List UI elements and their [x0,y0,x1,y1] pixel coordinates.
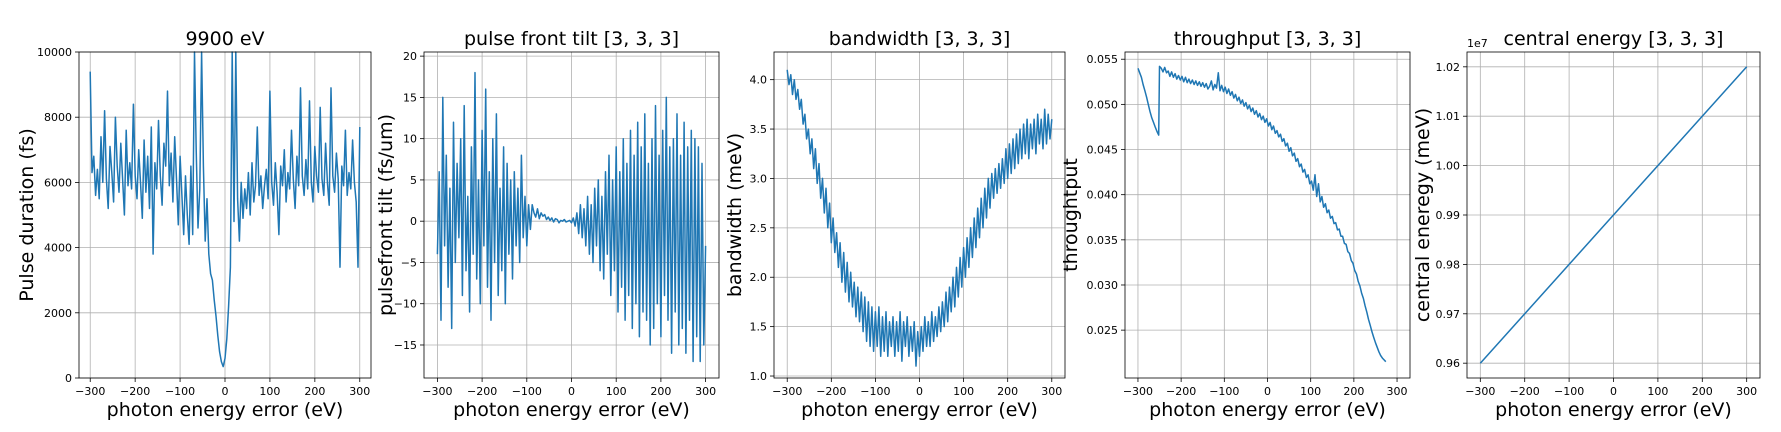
y-tick-label: 3.5 [750,123,768,136]
x-tick-label: 300 [349,385,370,398]
x-axis-label: photon energy error (eV) [801,399,1038,421]
y-tick-label: 5 [410,174,417,187]
x-tick-label: −100 [860,385,890,398]
y-axis-label: throughtput [1060,158,1082,272]
y-axis-label: bandwidth (meV) [724,133,746,297]
y-tick-label: 1.02 [1436,61,1461,74]
y-tick-label: −15 [394,339,417,352]
x-tick-label: 200 [650,385,671,398]
chart-panel-5: −300 −200 −100 0 100 200 300 0.96 0.97 0.98 0.99 1.… [1412,28,1761,421]
x-tick-label: 0 [1264,385,1271,398]
x-tick-label: 300 [1736,385,1757,398]
x-tick-label: −200 [816,385,846,398]
x-tick-label: −200 [120,385,150,398]
y-tick-label: −10 [394,298,417,311]
y-axis-label: central eneregy (meV) [1412,108,1434,322]
y-tick-label: 0.025 [1087,324,1119,337]
chart-panel-2: −300 −200 −100 0 100 200 300 −15 −10 −5 0 5 10 15 20 pu… [375,28,720,421]
y-tick-label: 0.045 [1087,144,1119,157]
x-tick-label: 100 [606,385,627,398]
x-tick-label: 100 [953,385,974,398]
x-tick-label: 200 [1692,385,1713,398]
y-tick-label: 15 [403,91,417,104]
y-tick-label: 0.055 [1087,53,1119,66]
x-axis-label: photon energy error (eV) [107,399,344,421]
series-line [1137,65,1387,363]
y-tick-label: 0 [65,372,72,385]
y-tick-label: 0.98 [1436,258,1461,271]
x-tick-label: −100 [1554,385,1584,398]
y-tick-label: 2.5 [750,222,768,235]
x-tick-label: −200 [467,385,497,398]
y-tick-label: 8000 [44,111,72,124]
x-tick-label: 200 [304,385,325,398]
y-tick-label: 0.035 [1087,234,1119,247]
series-line [89,51,361,368]
y-tick-label: 1.00 [1436,160,1461,173]
x-tick-label: −300 [75,385,105,398]
y-tick-label: 3.0 [750,172,768,185]
chart-title: throughput [3, 3, 3] [1174,28,1362,50]
x-axis-label: photon energy error (eV) [1495,399,1732,421]
x-tick-label: 300 [695,385,716,398]
x-tick-label: 0 [568,385,575,398]
y-tick-label: 20 [403,50,417,63]
y-tick-label: 10 [403,133,417,146]
x-tick-label: −100 [512,385,542,398]
x-axis-label: photon energy error (eV) [453,399,690,421]
y-tick-label: 0.96 [1436,357,1461,370]
y-tick-label: 10000 [37,46,72,59]
x-tick-label: 100 [1300,385,1321,398]
chart-title: 9900 eV [185,28,264,50]
y-tick-label: −5 [401,256,417,269]
series-line [436,71,707,363]
series-line [1479,66,1748,364]
y-axis-label: pulsefront tilt (fs/um) [375,114,397,316]
x-tick-label: 0 [1610,385,1617,398]
x-tick-label: −300 [422,385,452,398]
x-tick-label: −200 [1510,385,1540,398]
x-tick-label: −300 [1465,385,1495,398]
y-tick-label: 0.040 [1087,189,1119,202]
y-tick-label: 6000 [44,176,72,189]
chart-panel-4: −300 −200 −100 0 100 200 300 0.025 0.030 0.035 0.0… [1060,28,1411,421]
chart-title: central energy [3, 3, 3] [1504,28,1724,50]
y-tick-label: 4000 [44,242,72,255]
y-tick-label: 0.030 [1087,279,1119,292]
y-axis-label: Pulse duration (fs) [16,128,38,301]
x-tick-label: 300 [1041,385,1062,398]
x-tick-label: 200 [997,385,1018,398]
y-offset-label: 1e7 [1467,37,1488,50]
x-tick-label: −300 [772,385,802,398]
y-tick-label: 0 [410,215,417,228]
x-tick-label: 200 [1343,385,1364,398]
y-tick-label: 4.0 [750,74,768,87]
y-tick-label: 0.99 [1436,209,1461,222]
chart-title: pulse front tilt [3, 3, 3] [464,28,679,50]
y-tick-label: 1.0 [750,370,768,383]
series-line [786,69,1053,367]
y-tick-label: 2.0 [750,271,768,284]
y-tick-label: 1.5 [750,321,768,334]
chart-panel-1: −300 −200 −100 0 100 200 300 0 2000 4000 6000 8000 1… [16,28,372,421]
x-tick-label: 0 [916,385,923,398]
y-tick-label: 1.01 [1436,110,1461,123]
x-tick-label: 100 [1647,385,1668,398]
chart-title: bandwidth [3, 3, 3] [829,28,1010,50]
y-tick-label: 0.97 [1436,308,1461,321]
x-tick-label: −300 [1123,385,1153,398]
x-tick-label: −200 [1166,385,1196,398]
y-tick-label: 2000 [44,307,72,320]
x-tick-label: 300 [1387,385,1408,398]
x-tick-label: −100 [165,385,195,398]
x-tick-label: 0 [222,385,229,398]
chart-panel-3: −300 −200 −100 0 100 200 300 1.0 1.5 2.0 2.5 3.0 3.5… [724,28,1066,421]
x-axis-label: photon energy error (eV) [1149,399,1386,421]
x-tick-label: 100 [259,385,280,398]
y-tick-label: 0.050 [1087,98,1119,111]
x-tick-label: −100 [1209,385,1239,398]
